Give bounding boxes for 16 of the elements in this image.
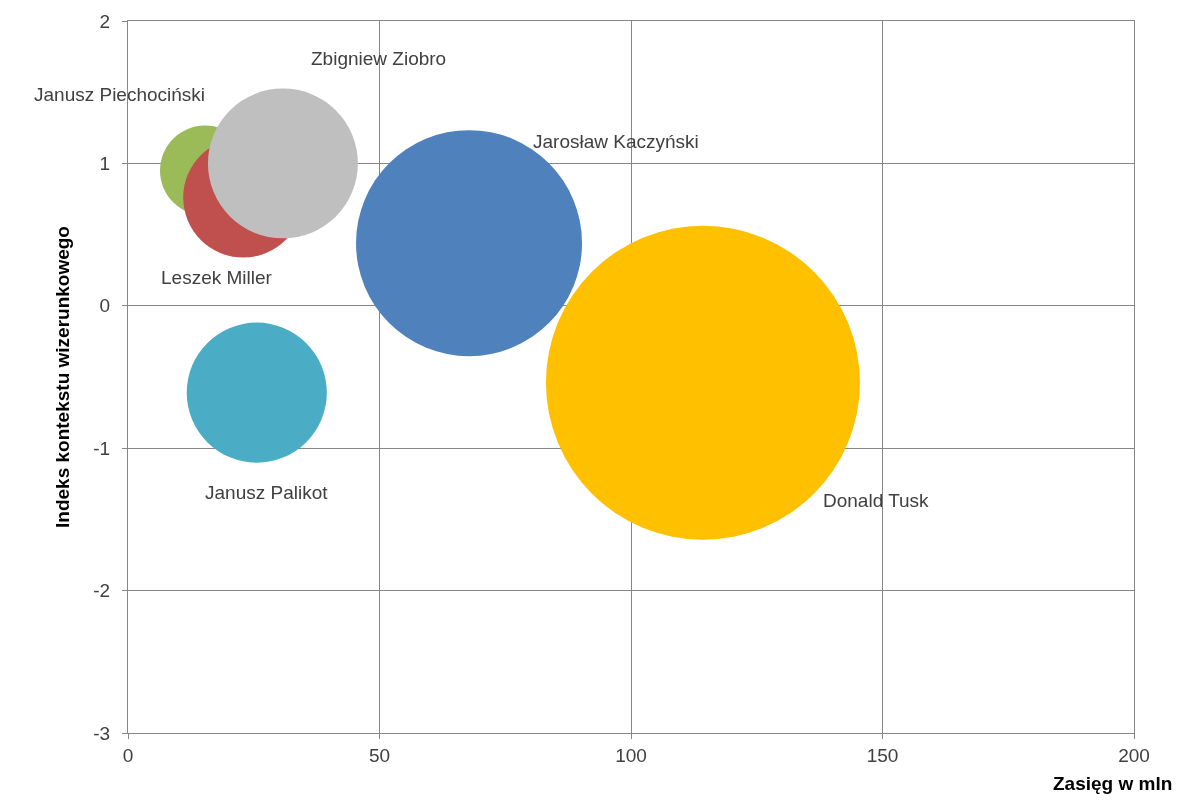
x-tick-label: 100 bbox=[615, 744, 647, 766]
x-tick-label: 0 bbox=[122, 744, 134, 766]
y-axis-title: Indeks kontekstu wizerunkowego bbox=[52, 226, 74, 528]
y-tick-label: 2 bbox=[99, 10, 111, 32]
series-label: Leszek Miller bbox=[161, 267, 273, 288]
y-tick-label: 1 bbox=[99, 153, 111, 175]
x-axis-title: Zasięg w mln bbox=[1053, 773, 1173, 794]
series-label: Donald Tusk bbox=[823, 490, 930, 511]
x-tick-label: 200 bbox=[1118, 744, 1150, 766]
y-tick-label: -1 bbox=[93, 437, 111, 459]
x-tick-label: 150 bbox=[866, 744, 899, 766]
y-tick-label: -2 bbox=[93, 580, 111, 602]
y-tick-label: -3 bbox=[93, 722, 111, 744]
series-label: Janusz Palikot bbox=[205, 482, 329, 503]
x-tick-label: 50 bbox=[368, 744, 391, 766]
y-tick-label: 0 bbox=[99, 295, 111, 317]
